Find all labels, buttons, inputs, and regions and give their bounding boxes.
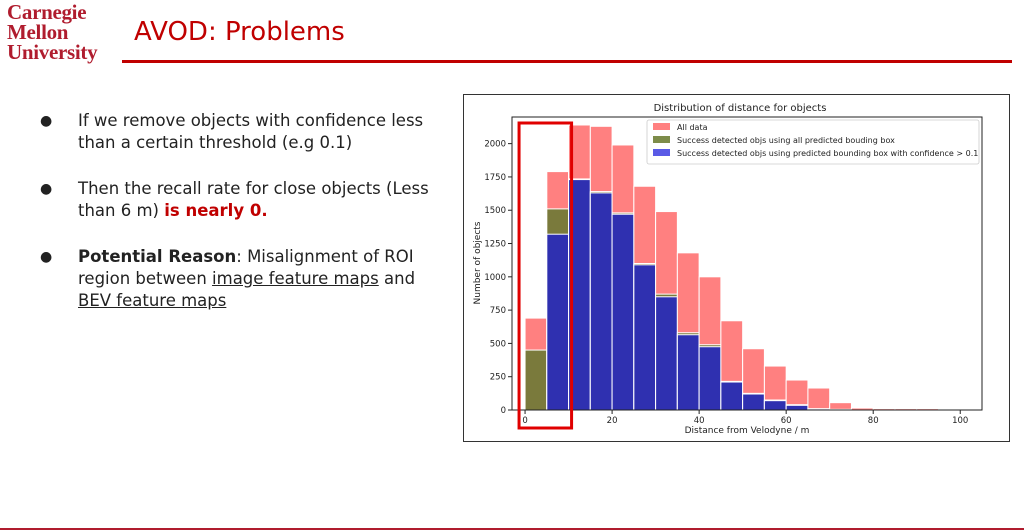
bullet-text: If we remove objects with confidence les… [78,111,424,152]
plot-frame [511,116,983,411]
bar-success-confident-boxes [763,400,787,411]
bar-success-confident-boxes [742,393,765,411]
logo-line-3: University [7,40,98,64]
bullet-emphasis: is nearly 0. [164,201,268,220]
bullet-dot-icon: ● [40,181,53,197]
x-tick-label: 100 [952,416,968,426]
histogram-chart: Distribution of distance for objects 0 20… [473,103,983,436]
bar-success-confident-boxes [698,346,722,411]
legend-label-all: All data [677,123,708,132]
underlined-term: image feature maps [212,269,379,288]
bullet-text: Then the recall rate for close objects (… [78,179,429,220]
x-tick-label: 60 [781,416,792,426]
x-tick-label: 0 [522,416,527,426]
bar-success-all-boxes [524,349,548,411]
bullet-item: ● Potential Reason: Misalignment of ROI … [40,246,450,312]
bullet-dot-icon: ● [40,113,53,129]
y-tick-label: 500 [490,339,506,349]
bar-all-data [807,387,831,411]
x-tick-label: 20 [607,416,618,426]
bottom-divider [0,528,1024,530]
y-tick-label: 750 [490,306,506,316]
bar-success-confident-boxes [655,296,678,411]
bullet-list: ● If we remove objects with confidence l… [40,110,450,336]
legend-swatch-blue [653,149,670,156]
legend-label-blue: Success detected objs using predicted bo… [677,149,978,158]
bullet-bold-label: Potential Reason [78,247,237,266]
bullet-item: ● Then the recall rate for close objects… [40,178,450,222]
bar-success-confident-boxes [546,233,570,411]
bar-success-confident-boxes [676,334,700,411]
slide-title: AVOD: Problems [134,17,345,47]
y-tick-label: 1250 [484,240,506,250]
y-tick-label: 1000 [484,273,506,283]
y-tick-label: 1500 [484,206,506,216]
chart-title: Distribution of distance for objects [654,103,827,114]
cmu-logo: Carnegie Mellon University [7,0,98,64]
bullet-item: ● If we remove objects with confidence l… [40,110,450,154]
y-tick-label: 1750 [484,173,506,183]
legend-swatch-all [653,123,670,130]
legend-swatch-green [653,136,670,143]
x-axis-label: Distance from Velodyne / m [685,426,810,436]
highlight-box [517,121,574,430]
bar-success-confident-boxes [589,192,613,411]
y-tick-label: 2000 [484,140,506,150]
logo-line-1: Carnegie [7,0,87,24]
logo-line-2: Mellon [7,20,69,44]
bar-success-confident-boxes [785,404,809,411]
bullet-text-mid: and [378,269,416,288]
x-tick-label: 80 [868,416,879,426]
bullet-text: : Misalignment of ROI region between [78,247,414,288]
bar-success-confident-boxes [633,264,657,411]
underlined-term: BEV feature maps [78,291,227,310]
histogram-figure: Distribution of distance for objects 0 20… [463,94,1010,442]
y-tick-label: 250 [490,373,506,383]
bar-success-confident-boxes [720,381,744,411]
bullet-dot-icon: ● [40,249,53,265]
y-tick-label: 0 [501,406,506,416]
chart-legend: All data Success detected objs using all… [646,119,980,165]
bar-success-confident-boxes [611,213,635,411]
x-tick-label: 40 [694,416,705,426]
title-divider [122,60,1012,63]
y-axis-label: Number of objects [473,221,483,304]
legend-label-green: Success detected objs using all predicte… [677,136,895,145]
